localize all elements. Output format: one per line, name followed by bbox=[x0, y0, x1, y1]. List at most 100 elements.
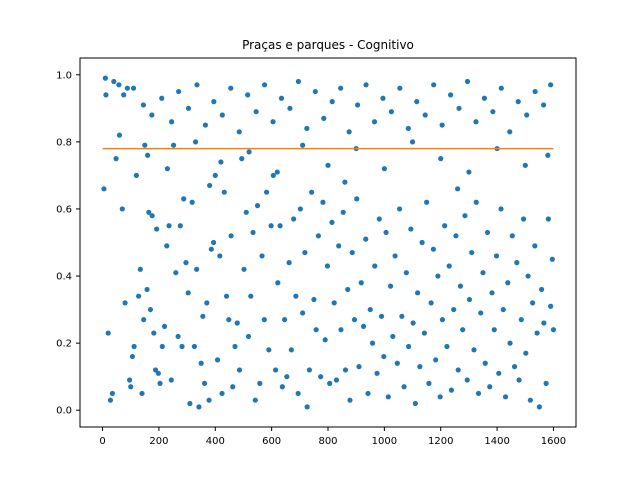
y-tick-label: 0.0 bbox=[56, 406, 72, 417]
data-point bbox=[151, 330, 157, 336]
data-point bbox=[367, 306, 373, 313]
data-point bbox=[453, 233, 459, 239]
data-point bbox=[502, 394, 509, 400]
data-point bbox=[166, 223, 172, 229]
data-point bbox=[509, 233, 515, 239]
data-point bbox=[401, 384, 407, 390]
data-point bbox=[505, 280, 511, 286]
data-point bbox=[381, 166, 387, 172]
data-point bbox=[455, 186, 461, 192]
data-point bbox=[406, 343, 412, 350]
data-point bbox=[287, 105, 293, 111]
data-point bbox=[187, 400, 193, 407]
data-point bbox=[500, 306, 506, 313]
data-point bbox=[155, 370, 161, 376]
y-tick-label: 1.0 bbox=[56, 70, 72, 81]
data-point bbox=[241, 266, 247, 272]
data-point bbox=[523, 350, 529, 356]
data-point bbox=[144, 286, 150, 293]
data-point bbox=[268, 223, 274, 229]
data-point bbox=[206, 397, 212, 403]
data-point bbox=[318, 374, 324, 380]
data-point bbox=[101, 186, 107, 192]
data-point bbox=[532, 88, 538, 95]
data-point bbox=[170, 142, 177, 148]
data-point bbox=[378, 313, 385, 319]
y-tick-label: 0.4 bbox=[56, 272, 72, 283]
data-point bbox=[385, 394, 391, 400]
data-point bbox=[196, 404, 202, 410]
data-point bbox=[421, 330, 427, 336]
data-point bbox=[103, 92, 109, 98]
data-point bbox=[192, 139, 199, 145]
data-point bbox=[297, 206, 303, 212]
data-point bbox=[168, 119, 175, 125]
data-point bbox=[545, 216, 551, 222]
data-point bbox=[354, 102, 361, 108]
data-point bbox=[161, 323, 168, 329]
data-point bbox=[263, 189, 270, 195]
data-point bbox=[116, 82, 122, 88]
data-point bbox=[198, 360, 204, 366]
data-point bbox=[372, 263, 378, 269]
data-point bbox=[518, 317, 524, 323]
data-point bbox=[346, 129, 352, 135]
data-point bbox=[295, 78, 302, 85]
data-point bbox=[481, 95, 488, 101]
data-point bbox=[236, 367, 243, 373]
data-point bbox=[478, 310, 484, 316]
data-point bbox=[447, 92, 454, 98]
x-tick-label: 1600 bbox=[541, 436, 566, 447]
data-point bbox=[243, 209, 249, 215]
data-point bbox=[236, 129, 242, 135]
data-point bbox=[376, 216, 382, 222]
data-point bbox=[304, 404, 310, 410]
data-point bbox=[484, 229, 491, 236]
data-point bbox=[410, 320, 416, 326]
data-point bbox=[437, 394, 443, 400]
data-point bbox=[207, 182, 213, 189]
data-point bbox=[520, 216, 527, 222]
data-point bbox=[347, 397, 353, 403]
y-axis: 0.0 0.2 0.4 0.6 0.8 1.0 bbox=[56, 70, 80, 417]
data-point bbox=[541, 320, 547, 326]
data-point bbox=[545, 152, 551, 158]
data-point bbox=[311, 296, 317, 303]
data-point bbox=[239, 156, 245, 162]
data-point bbox=[270, 172, 276, 179]
data-point bbox=[475, 390, 482, 397]
data-point bbox=[524, 112, 530, 118]
data-point bbox=[469, 249, 475, 256]
data-point bbox=[403, 270, 409, 276]
data-point bbox=[456, 105, 462, 111]
data-point bbox=[130, 85, 137, 91]
data-point bbox=[415, 290, 421, 296]
data-point bbox=[532, 243, 538, 249]
data-point bbox=[181, 196, 187, 202]
data-point bbox=[439, 122, 445, 128]
data-point bbox=[102, 75, 108, 81]
data-point bbox=[363, 236, 369, 242]
data-point bbox=[124, 85, 130, 91]
data-point bbox=[498, 206, 504, 212]
data-point bbox=[232, 343, 238, 350]
data-point bbox=[451, 306, 457, 313]
data-point bbox=[431, 82, 437, 88]
data-point bbox=[159, 95, 165, 101]
data-point bbox=[159, 343, 165, 350]
data-point bbox=[324, 263, 331, 269]
data-point bbox=[424, 199, 430, 205]
data-point bbox=[257, 380, 263, 386]
data-point bbox=[460, 327, 466, 333]
data-point bbox=[164, 166, 170, 172]
data-point bbox=[399, 313, 405, 319]
data-point bbox=[218, 159, 224, 165]
data-point bbox=[185, 105, 192, 111]
data-point bbox=[142, 142, 148, 148]
data-point bbox=[340, 209, 346, 215]
data-point bbox=[129, 353, 136, 360]
data-point bbox=[226, 317, 232, 323]
data-point bbox=[149, 213, 155, 219]
x-tick-label: 1200 bbox=[428, 436, 453, 447]
